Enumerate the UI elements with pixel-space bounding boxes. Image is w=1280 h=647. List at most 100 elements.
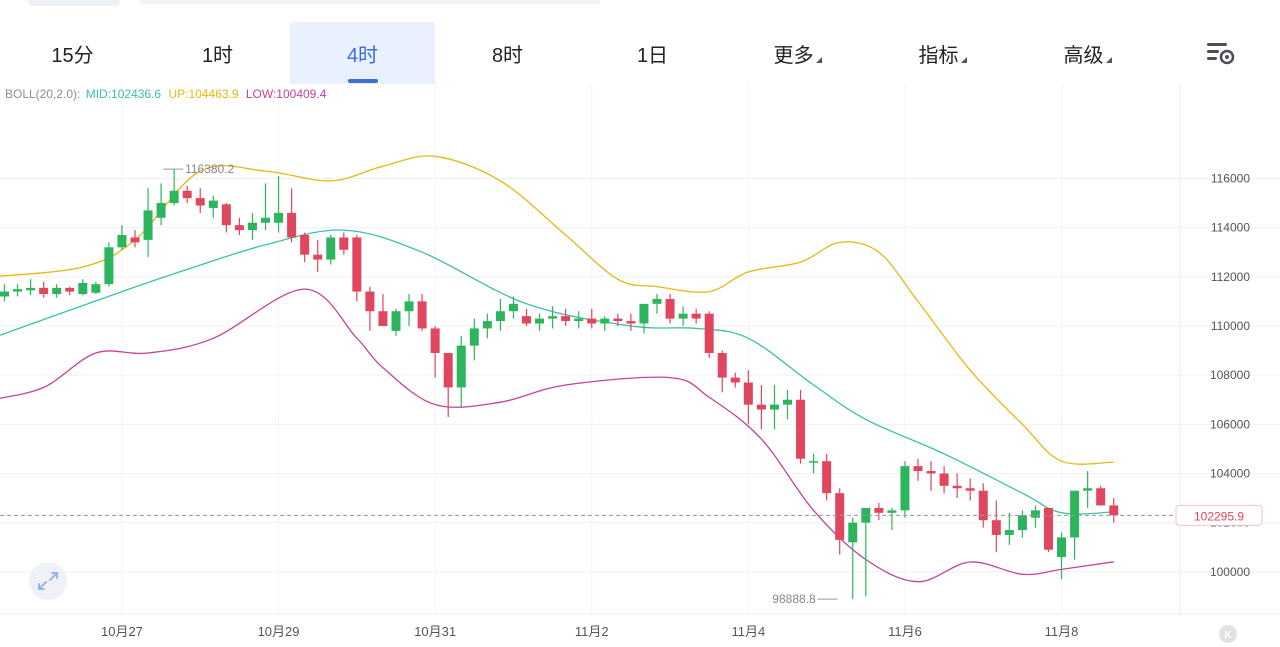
candle [287, 188, 297, 243]
y-tick-label: 100000 [1210, 565, 1250, 579]
candle [730, 372, 740, 388]
candle [195, 188, 205, 213]
min-annotation-label: 98888.8 [772, 592, 816, 606]
x-tick-label: 11月8 [1045, 624, 1079, 639]
tab-label: 高级 [1063, 44, 1104, 67]
candle-body [561, 316, 571, 322]
candle [613, 313, 623, 326]
bollinger-bands [0, 155, 1114, 583]
current-price-line: 102295.9 [0, 504, 1263, 526]
dropdown-caret-icon [960, 57, 967, 63]
candle [743, 370, 753, 425]
candle-body [378, 311, 388, 326]
watermark-logo: K [1219, 625, 1237, 643]
tab-more[interactable]: 更多 [725, 22, 870, 84]
candle [522, 308, 531, 326]
candle-body [287, 212, 297, 238]
expand-button[interactable] [29, 562, 67, 600]
candle-body [1057, 537, 1067, 558]
tab-indicators[interactable]: 指标 [870, 22, 1015, 84]
candle [208, 195, 218, 218]
tab-8h[interactable]: 8时 [435, 22, 580, 84]
candle [835, 488, 845, 555]
candles [0, 169, 1119, 600]
tab-1h[interactable]: 1时 [145, 22, 290, 84]
candle [1070, 490, 1080, 560]
candle-body [756, 404, 766, 410]
candle-body [574, 318, 584, 322]
y-tick-label: 112000 [1211, 270, 1250, 284]
candle [104, 242, 114, 287]
candle [508, 296, 518, 319]
candle-body [456, 345, 466, 388]
candle-body [300, 235, 310, 255]
candle-body [678, 313, 688, 319]
price-axis: 1000001020001040001060001080001100001120… [1210, 171, 1250, 578]
candle [234, 217, 244, 236]
boll-legend-low: LOW:100409.4 [246, 87, 327, 101]
candle-body [208, 200, 218, 208]
candle [926, 461, 936, 491]
candle [26, 279, 36, 296]
candle [783, 389, 792, 420]
candle [156, 183, 166, 226]
x-tick-label: 10月31 [414, 624, 456, 639]
candle [365, 286, 375, 331]
candle-body [991, 520, 1001, 535]
candle-body [665, 298, 675, 319]
candle [913, 458, 923, 481]
y-tick-label: 114000 [1211, 221, 1250, 235]
candle [326, 235, 336, 265]
candle-body [156, 203, 166, 218]
candle-body [1109, 505, 1119, 516]
candle-body [887, 510, 897, 513]
boll-legend-prefix: BOLL(20,2.0): [5, 87, 80, 101]
candle [574, 311, 584, 329]
candle-body [600, 318, 610, 324]
tab-advanced[interactable]: 高级 [1015, 22, 1160, 84]
candle [822, 453, 832, 501]
extreme-annotations: 116380.2 98888.8 [163, 162, 838, 606]
candle-body [352, 237, 362, 292]
candle-body [1096, 488, 1106, 506]
chart-settings-button[interactable] [1200, 34, 1240, 72]
active-tab-indicator [348, 79, 378, 83]
candle-body [1030, 510, 1040, 518]
candle-body [548, 316, 558, 319]
candle-body [482, 321, 492, 329]
tab-4h[interactable]: 4时 [290, 22, 435, 84]
y-tick-label: 108000 [1210, 368, 1250, 382]
candle-body [91, 284, 101, 293]
candle-body [900, 466, 910, 511]
candle-body [626, 321, 636, 324]
candle-body [469, 328, 479, 346]
candle-body [26, 287, 36, 291]
candle [378, 294, 388, 326]
dropdown-caret-icon [815, 57, 822, 63]
candle-body [65, 287, 75, 292]
candle [809, 453, 819, 474]
tab-label: 1时 [201, 44, 234, 67]
candle-body [1083, 488, 1093, 491]
candle [535, 313, 545, 331]
tab-1d[interactable]: 1日 [580, 22, 725, 84]
candle-body [0, 291, 9, 297]
candle [1044, 507, 1053, 553]
candle-body [391, 311, 401, 331]
candle-body [822, 461, 832, 494]
k-logo-icon [1219, 625, 1237, 643]
candle [39, 281, 49, 298]
candle [1030, 505, 1040, 528]
tab-15m[interactable]: 15分 [0, 22, 145, 84]
candle [756, 384, 766, 430]
candle-body [978, 490, 988, 521]
candle [78, 279, 88, 296]
candle [704, 311, 714, 358]
candle [691, 308, 701, 324]
timeframe-tabbar: 15分 1时 4时 8时 1日 更多 指标 高级 [0, 22, 1280, 84]
candle [182, 185, 192, 204]
candle [391, 308, 401, 336]
candle [261, 183, 270, 231]
candle [482, 313, 492, 339]
